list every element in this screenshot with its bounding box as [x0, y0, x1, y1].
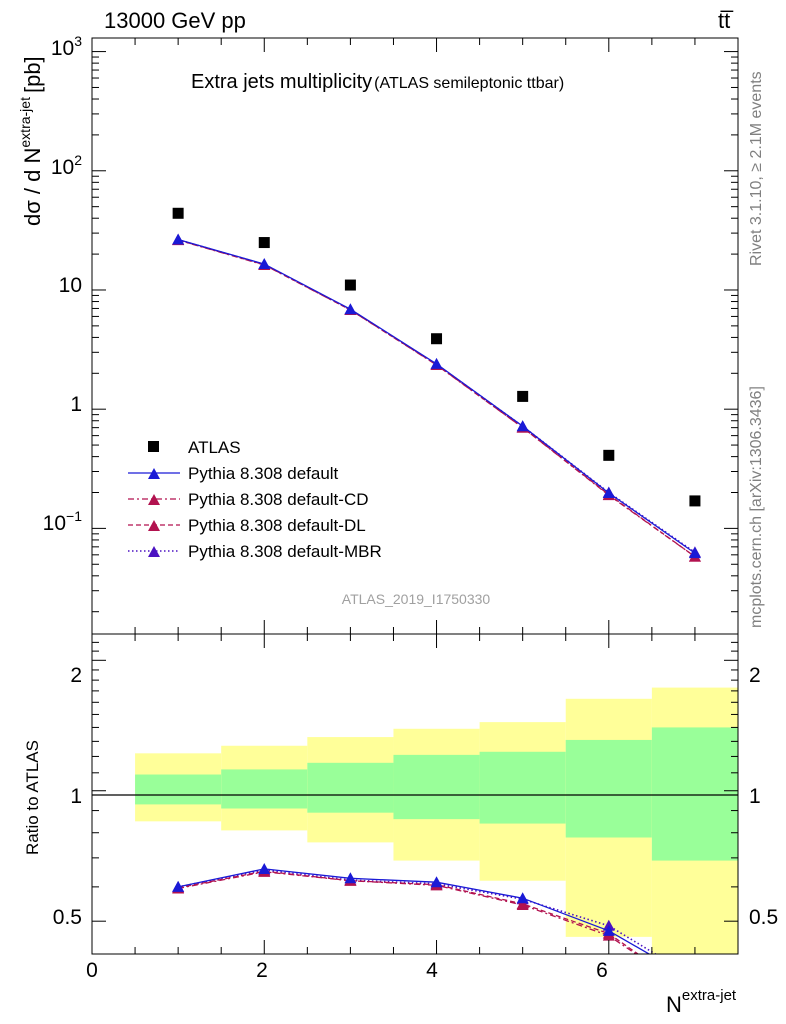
ratio-panel: 0.5 1 2 0.5 1 2 0 2 4 6 Ratio to ATLAS N…	[23, 633, 778, 1017]
ratio-point-1	[430, 876, 443, 888]
legend-item-atlas: ATLAS	[148, 438, 241, 457]
mcplots-label: mcplots.cern.ch [arXiv:1306.3436]	[748, 386, 765, 628]
main-panel: 10−1 1 10 102 103 Extra jets multiplicit…	[17, 33, 739, 635]
series-line-3	[177, 239, 696, 558]
atlas-data-point	[258, 237, 270, 249]
ratio-band-green	[135, 774, 222, 805]
legend-item-default: Pythia 8.308 default	[128, 464, 339, 483]
legend-marker-default-cd	[148, 494, 160, 505]
legend-item-default-mbr: Pythia 8.308 default-MBR	[128, 542, 382, 561]
ratio-y-tick-label-2: 2	[70, 664, 82, 687]
x-tick-label-0: 0	[86, 959, 98, 982]
series-point-1	[258, 258, 271, 270]
ratio-y-tick-label-right-1: 1	[749, 785, 761, 808]
process-label: tt̅	[718, 8, 734, 33]
legend-item-default-cd: Pythia 8.308 default-CD	[128, 490, 369, 509]
atlas-data-point	[517, 390, 529, 402]
ratio-y-tick-label-1: 1	[70, 785, 82, 808]
ratio-point-1	[689, 974, 701, 985]
ratio-band-green	[479, 751, 566, 824]
ratio-axis-ticks	[91, 634, 739, 954]
ratio-point-1	[258, 862, 271, 874]
analysis-id: ATLAS_2019_I1750330	[342, 591, 491, 607]
main-y-axis-label: dσ / d Nextra-jet[pb]	[17, 56, 45, 226]
x-tick-label-4: 4	[426, 959, 438, 982]
y-tick-label-1: 1	[70, 393, 82, 416]
ratio-band-green	[221, 769, 308, 809]
x-tick-label-2: 2	[256, 959, 268, 982]
main-series-group	[172, 207, 701, 562]
ratio-y-tick-label-right-2: 2	[749, 664, 761, 687]
series-point-1	[430, 357, 443, 369]
legend-label-default: Pythia 8.308 default	[188, 464, 339, 483]
ratio-point-1	[344, 872, 357, 884]
ratio-plot-frame	[91, 633, 739, 955]
legend-label-atlas: ATLAS	[188, 438, 241, 457]
series-line-2	[177, 239, 696, 558]
x-axis-label: Nextra-jet	[666, 987, 737, 1017]
atlas-data-point	[344, 279, 356, 291]
x-tick-label-6: 6	[596, 959, 608, 982]
series-point-1	[344, 303, 357, 315]
legend-label-default-mbr: Pythia 8.308 default-MBR	[188, 542, 382, 561]
legend-label-default-cd: Pythia 8.308 default-CD	[188, 490, 369, 509]
ratio-point-2	[516, 898, 529, 910]
series-point-1	[516, 420, 529, 432]
atlas-data-point	[689, 495, 701, 507]
ratio-y-tick-label-0.5: 0.5	[53, 906, 82, 929]
atlas-data-point	[172, 207, 184, 219]
y-tick-label-10: 10	[59, 274, 82, 297]
legend-label-default-dl: Pythia 8.308 default-DL	[188, 516, 366, 535]
chart-title: Extra jets multiplicity (ATLAS semilepton…	[191, 71, 564, 93]
y-tick-label-0.1: 10−1	[43, 508, 83, 535]
main-axis-ticks	[91, 38, 739, 634]
atlas-data-point	[431, 333, 443, 345]
ratio-series-group	[172, 862, 701, 985]
ratio-y-axis-label: Ratio to ATLAS	[23, 740, 42, 855]
ratio-band-green	[393, 754, 480, 820]
series-point-1	[602, 487, 615, 499]
series-point-1	[688, 547, 701, 559]
y-tick-label-1000: 103	[51, 33, 82, 60]
rivet-version-label: Rivet 3.1.10, ≥ 2.1M events	[748, 71, 765, 266]
legend-marker-default-dl	[148, 520, 160, 531]
y-tick-label-100: 102	[51, 152, 82, 179]
ratio-point-1	[516, 892, 529, 904]
legend-marker-default-mbr	[148, 546, 160, 557]
ratio-y-tick-label-right-0.5: 0.5	[749, 906, 778, 929]
ratio-band-green	[307, 762, 394, 813]
ratio-point-4	[689, 972, 701, 983]
legend-item-default-dl: Pythia 8.308 default-DL	[128, 516, 366, 535]
ratio-point-1	[172, 880, 185, 892]
legend-marker-default	[148, 468, 160, 479]
energy-label: 13000 GeV pp	[104, 8, 246, 33]
ratio-point-1	[602, 924, 615, 936]
ratio-uncertainty-bands	[135, 687, 738, 954]
legend: ATLAS Pythia 8.308 default Pythia 8.308 …	[128, 438, 382, 561]
atlas-data-point	[603, 449, 615, 461]
ratio-band-green	[565, 739, 652, 838]
series-point-1	[172, 233, 185, 245]
legend-marker-atlas	[148, 441, 159, 452]
ratio-band-green	[651, 727, 738, 861]
